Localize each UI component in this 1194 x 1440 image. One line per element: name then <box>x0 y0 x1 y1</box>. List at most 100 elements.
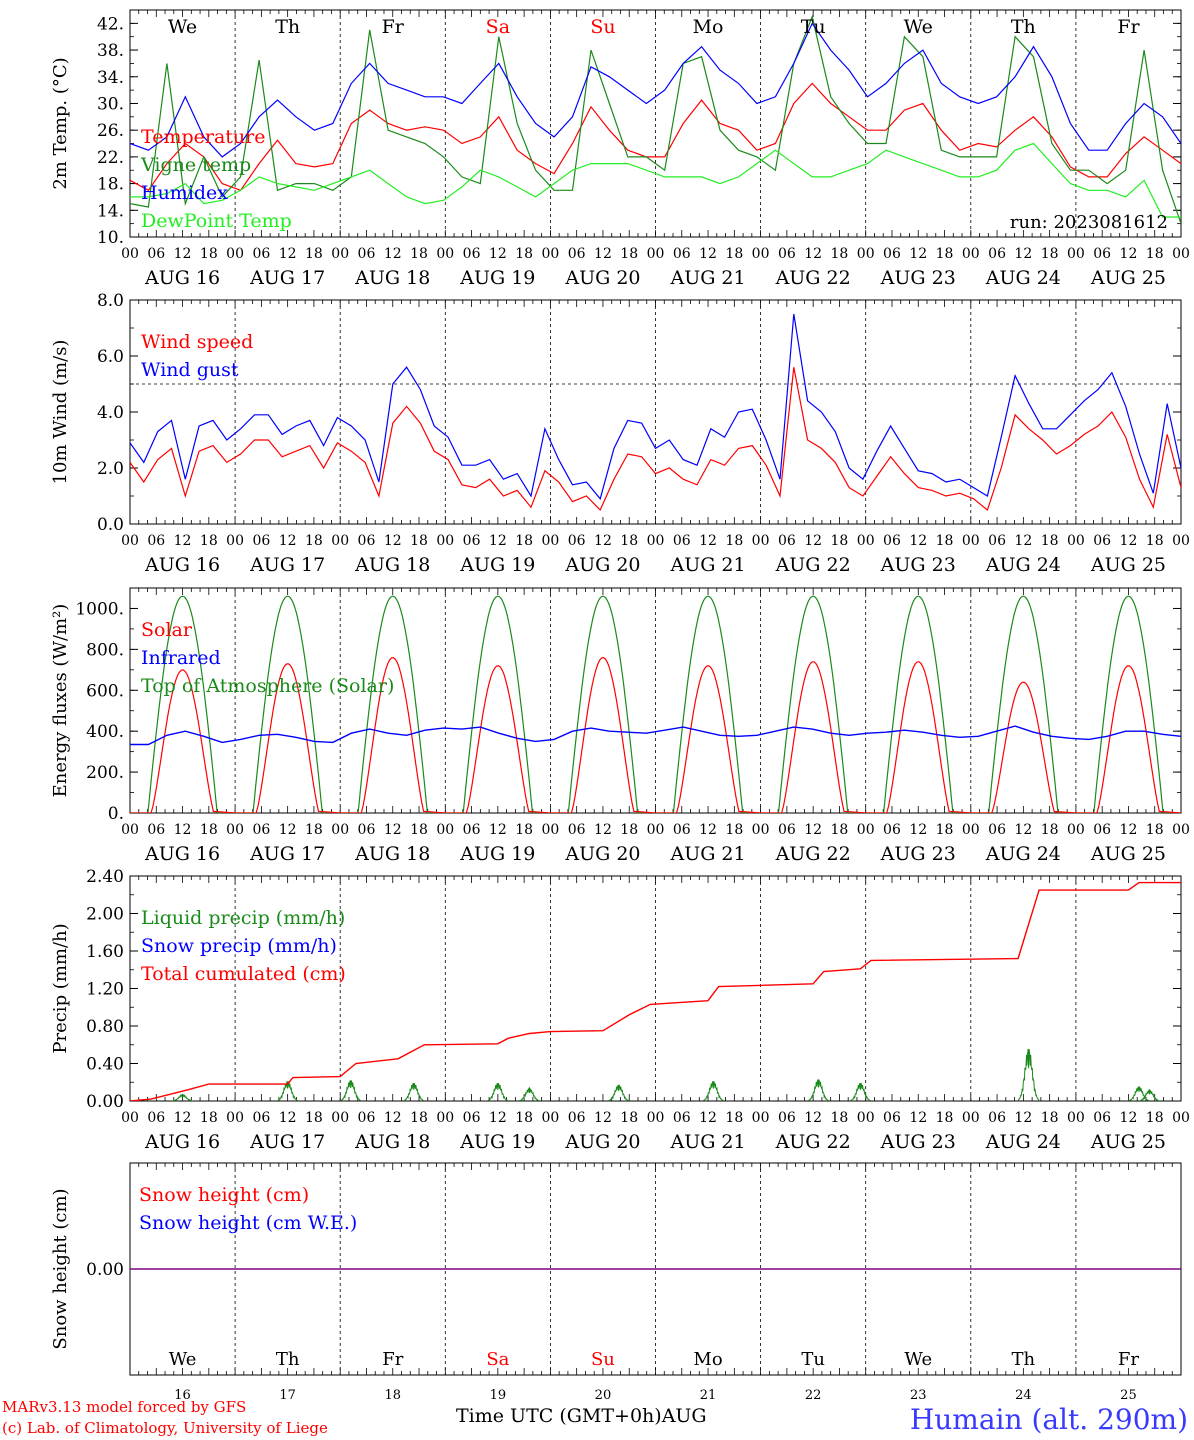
credit-lab: (c) Lab. of Climatology, University of L… <box>2 1419 328 1437</box>
hour-label: 12 <box>909 533 927 549</box>
date-label: AUG 17 <box>249 554 325 576</box>
hour-label: 12 <box>1120 533 1138 549</box>
day-of-week-label: Su <box>590 16 615 38</box>
station-name: Humain (alt. 290m) <box>909 1403 1188 1436</box>
hour-label: 18 <box>936 533 954 549</box>
hour-label: 18 <box>515 533 533 549</box>
hour-label: 00 <box>1172 1110 1190 1126</box>
day-number-label: 18 <box>384 1388 401 1403</box>
series-group <box>130 14 1181 224</box>
hour-label: 18 <box>200 246 218 262</box>
date-label: AUG 20 <box>564 843 640 865</box>
hour-label: 18 <box>515 822 533 838</box>
panel-frame <box>129 299 1182 525</box>
hour-label: 12 <box>279 533 297 549</box>
date-label: AUG 23 <box>880 267 956 289</box>
hour-label: 00 <box>962 246 980 262</box>
hour-label: 12 <box>804 1110 822 1126</box>
hour-label: 12 <box>174 822 192 838</box>
y-tick-label: 14. <box>97 201 124 221</box>
series-liquid-precip <box>1128 1086 1150 1101</box>
y-tick-label: 200. <box>86 763 124 783</box>
hour-label: 06 <box>673 822 691 838</box>
hour-label: 12 <box>699 533 717 549</box>
hour-label: 12 <box>279 246 297 262</box>
hour-label: 12 <box>699 1110 717 1126</box>
hour-label: 00 <box>962 533 980 549</box>
y-tick-label: 0.00 <box>86 1092 124 1112</box>
date-label: AUG 18 <box>354 1131 430 1153</box>
hour-label: 06 <box>568 246 586 262</box>
hour-label: 06 <box>358 822 376 838</box>
hour-label: 18 <box>410 246 428 262</box>
hour-label: 00 <box>121 533 139 549</box>
hour-label: 18 <box>200 533 218 549</box>
hour-label: 00 <box>1067 822 1085 838</box>
date-label: AUG 22 <box>775 843 851 865</box>
date-label: AUG 22 <box>775 554 851 576</box>
day-number-label: 25 <box>1120 1388 1137 1403</box>
hour-label: 00 <box>857 822 875 838</box>
hour-label: 00 <box>1172 533 1190 549</box>
hour-label: 18 <box>410 533 428 549</box>
date-label: AUG 21 <box>669 843 745 865</box>
hour-label: 00 <box>226 1110 244 1126</box>
date-label: AUG 22 <box>775 1131 851 1153</box>
hour-label: 00 <box>962 1110 980 1126</box>
hour-label: 00 <box>857 1110 875 1126</box>
y-tick-label: 42. <box>97 14 124 34</box>
date-label: AUG 20 <box>564 267 640 289</box>
y-tick-label: 18. <box>97 175 124 195</box>
hour-label: 12 <box>699 822 717 838</box>
hour-label: 00 <box>226 822 244 838</box>
series-total-cumulated <box>130 881 1181 1101</box>
hour-label: 00 <box>121 822 139 838</box>
hour-label: 06 <box>883 1110 901 1126</box>
hour-label: 12 <box>909 822 927 838</box>
day-number-label: 16 <box>174 1388 191 1403</box>
hour-label: 12 <box>594 822 612 838</box>
hour-label: 06 <box>568 822 586 838</box>
hour-label: 06 <box>463 246 481 262</box>
hour-label: 06 <box>463 533 481 549</box>
series-dewpoint-temp <box>130 142 1181 218</box>
hour-label: 00 <box>121 1110 139 1126</box>
date-label: AUG 18 <box>354 267 430 289</box>
hour-label: 18 <box>1146 246 1164 262</box>
hour-label: 18 <box>831 1110 849 1126</box>
panel-frame <box>129 587 1182 814</box>
series-liquid-precip <box>849 1082 872 1101</box>
date-label: AUG 16 <box>144 843 220 865</box>
hour-label: 12 <box>804 246 822 262</box>
hour-label: 00 <box>226 246 244 262</box>
y-tick-label: 0. <box>108 804 124 824</box>
day-of-week-label: We <box>169 1349 197 1370</box>
series-humidex <box>130 22 1181 158</box>
legend-temperature: Temperature <box>141 126 265 148</box>
hour-label: 00 <box>857 533 875 549</box>
hour-label: 00 <box>541 1110 559 1126</box>
hour-label: 06 <box>147 1110 165 1126</box>
date-label: AUG 18 <box>354 554 430 576</box>
hour-label: 00 <box>1067 1110 1085 1126</box>
series-liquid-precip <box>172 1093 194 1101</box>
legend-wind-speed: Wind speed <box>141 331 253 353</box>
date-label: AUG 19 <box>459 554 535 576</box>
day-of-week-label: Tu <box>801 1349 825 1370</box>
hour-label: 06 <box>568 1110 586 1126</box>
day-of-week-label: Su <box>591 1349 615 1370</box>
hour-label: 12 <box>384 533 402 549</box>
day-of-week-label: Th <box>1012 1349 1036 1370</box>
y-tick-label: 6.0 <box>97 347 124 367</box>
series-liquid-precip <box>608 1084 630 1101</box>
date-label: AUG 24 <box>985 554 1061 576</box>
series-liquid-precip <box>1139 1088 1160 1101</box>
date-label: AUG 23 <box>880 554 956 576</box>
date-label: AUG 19 <box>459 1131 535 1153</box>
series-liquid-precip <box>403 1082 425 1101</box>
legend-wind-gust: Wind gust <box>141 359 239 381</box>
date-label: AUG 24 <box>985 843 1061 865</box>
hour-label: 18 <box>936 1110 954 1126</box>
hour-label: 06 <box>463 822 481 838</box>
day-of-week-label: We <box>904 1349 932 1370</box>
